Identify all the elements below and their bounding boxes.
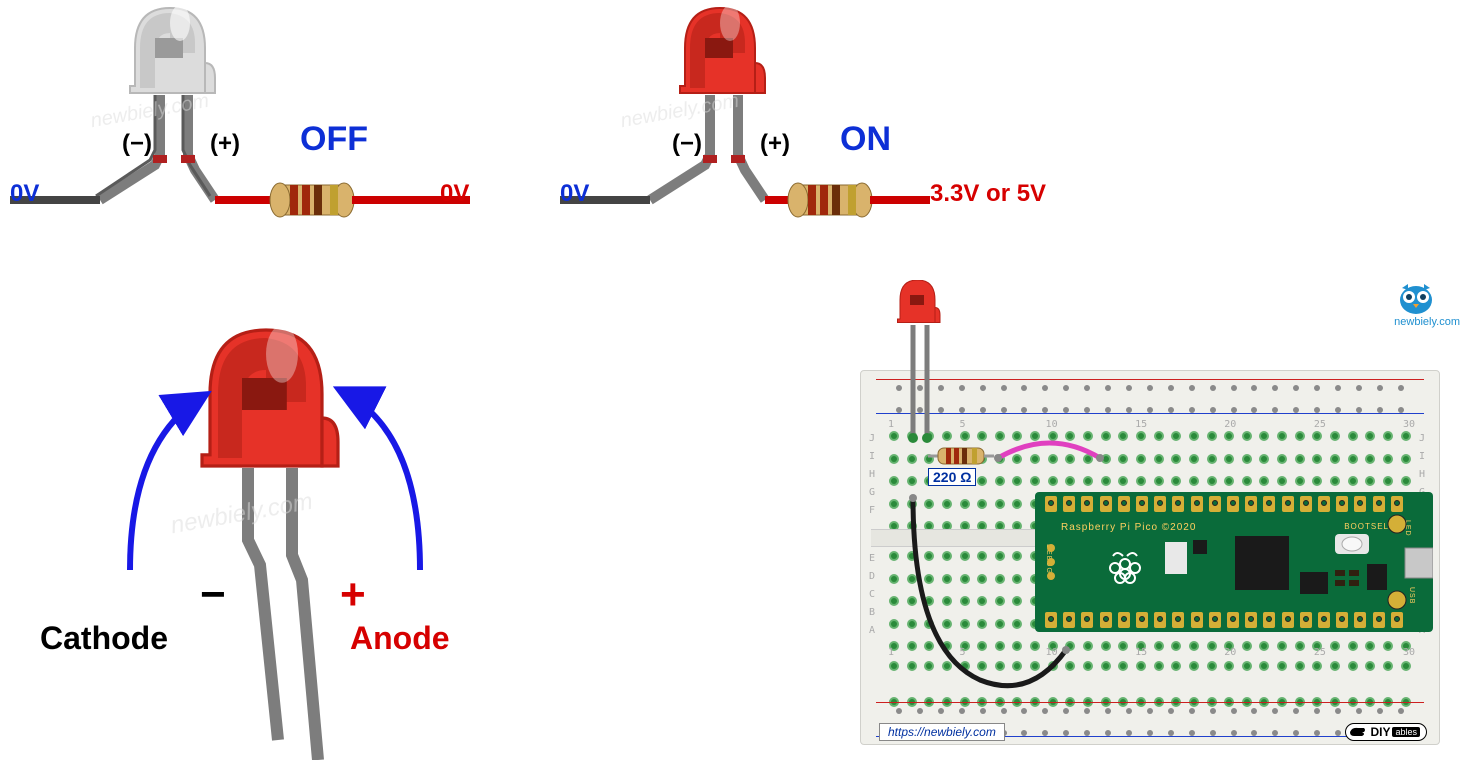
off-circuit-svg [10,0,490,260]
on-title: ON [840,120,891,159]
on-circuit-svg [560,0,1100,260]
voltage-left-label: 0V [10,180,39,208]
site-logo: newbiely.com [1394,280,1460,328]
wiring-diagram: newbiely.com newbiely.com 151015202530 J… [860,280,1460,760]
brand-text: DIY [1370,725,1390,739]
cathode-label: Cathode [40,620,168,657]
brand-badge: DIY ables [1345,723,1427,741]
minus-symbol: − [200,570,226,620]
plus-symbol: + [340,570,366,620]
minus-label: (−) [122,130,152,158]
off-title: OFF [300,120,368,159]
brand-sub: ables [1392,727,1420,737]
voltage-right-label: 3.3V or 5V [930,180,1046,208]
resistor-icon [788,183,872,217]
voltage-left-label: 0V [560,180,589,208]
url-label: https://newbiely.com [879,723,1005,741]
on-diagram: newbiely.com [560,0,1100,260]
pinout-svg [20,320,520,760]
diagram-container: newbiely.com [0,0,1479,763]
minus-label: (−) [672,130,702,158]
hand-icon [1348,724,1368,740]
pico-board: Raspberry Pi Pico ©2020 BOOTSEL LED DEBU… [1035,492,1433,632]
anode-label: Anode [350,620,450,657]
resistor-icon [270,183,354,217]
resistor-value-label: 220 Ω [928,468,976,486]
plus-label: (+) [760,130,790,158]
pinout-diagram: newbiely.com − + Cathode [20,320,520,760]
off-diagram: newbiely.com [10,0,490,260]
voltage-right-label: 0V [440,180,469,208]
plus-label: (+) [210,130,240,158]
logo-text: newbiely.com [1394,316,1460,328]
owl-icon [1394,280,1438,316]
